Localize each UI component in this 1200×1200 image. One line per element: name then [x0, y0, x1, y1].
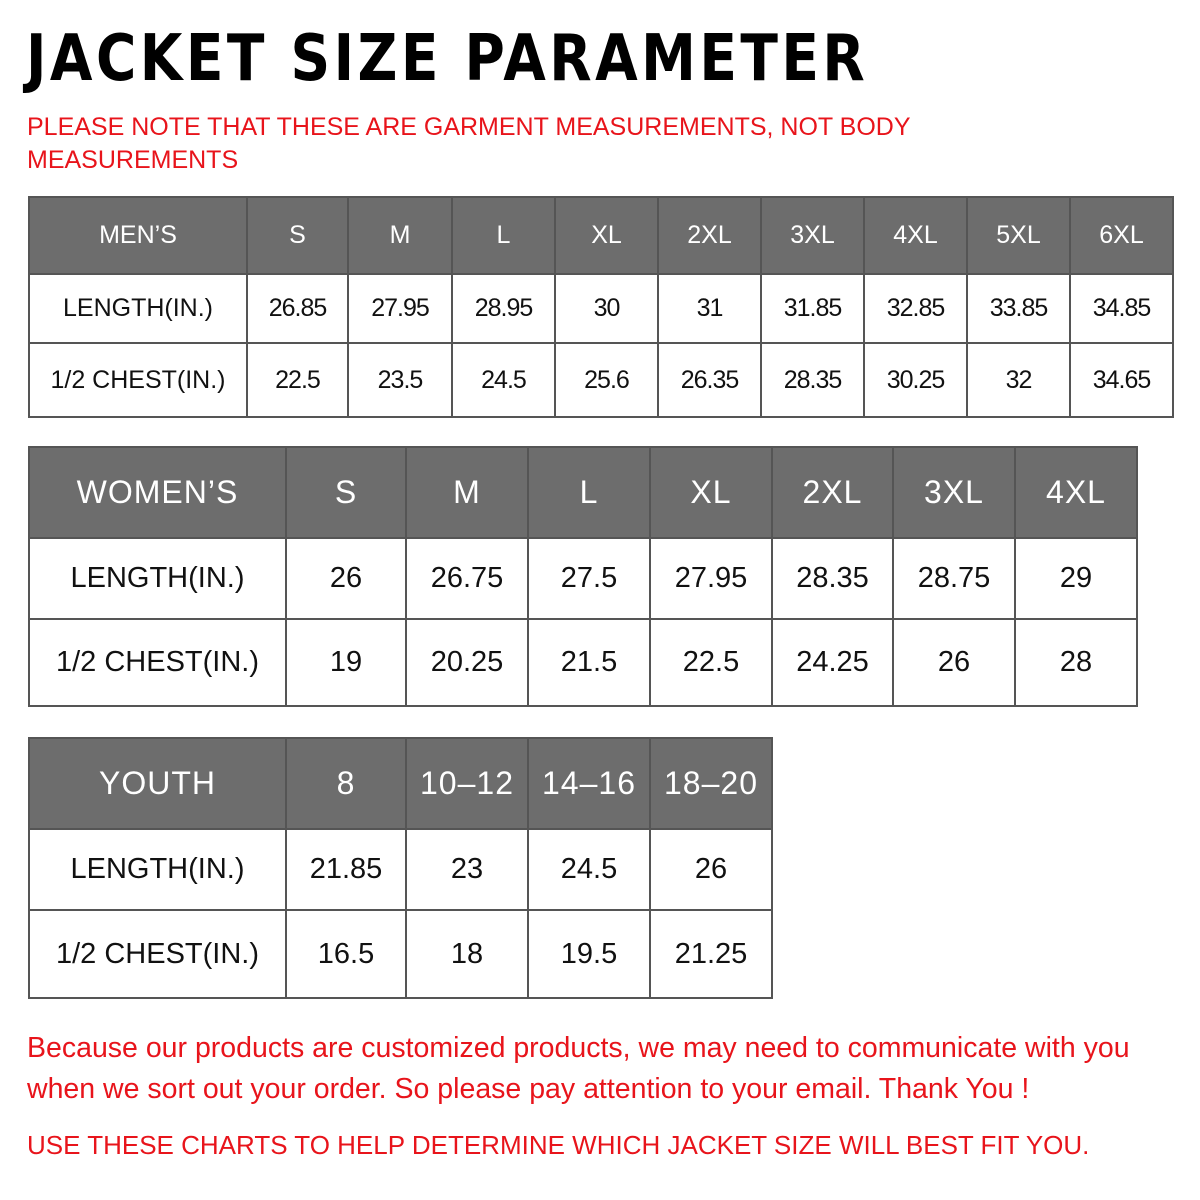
measurement-cell: 34.65	[1071, 344, 1174, 418]
row-label-cell: LENGTH(IN.)	[30, 830, 287, 911]
womens-size-table: WOMEN’S S M L XL 2XL 3XL 4XL LENGTH(IN.) 26 26.75 2…	[28, 446, 1138, 707]
size-header-cell: 8	[287, 739, 407, 830]
measurement-cell: 26	[287, 539, 407, 620]
size-header-cell: 10–12	[407, 739, 529, 830]
table-title-cell: WOMEN’S	[30, 448, 287, 539]
measurement-cell: 23.5	[349, 344, 453, 418]
size-header-cell: 2XL	[773, 448, 894, 539]
measurement-cell: 28.95	[453, 275, 556, 344]
measurement-cell: 25.6	[556, 344, 659, 418]
page-title: JACKET SIZE PARAMETER	[26, 22, 869, 96]
measurement-cell: 26.85	[248, 275, 349, 344]
measurement-cell: 23	[407, 830, 529, 911]
size-header-cell: XL	[556, 198, 659, 275]
measurement-cell: 31.85	[762, 275, 865, 344]
size-help-notice: USE THESE CHARTS TO HELP DETERMINE WHICH…	[27, 1130, 1090, 1160]
measurement-note: PLEASE NOTE THAT THESE ARE GARMENT MEASU…	[27, 113, 911, 174]
size-header-cell: 18–20	[651, 739, 773, 830]
measurement-cell: 16.5	[287, 911, 407, 999]
size-header-cell: 3XL	[894, 448, 1016, 539]
size-header-cell: 2XL	[659, 198, 762, 275]
size-header-cell: 6XL	[1071, 198, 1174, 275]
measurement-cell: 21.5	[529, 620, 651, 707]
row-label-cell: LENGTH(IN.)	[30, 275, 248, 344]
size-header-cell: S	[287, 448, 407, 539]
measurement-cell: 28.75	[894, 539, 1016, 620]
size-header-cell: L	[453, 198, 556, 275]
measurement-cell: 24.5	[529, 830, 651, 911]
measurement-cell: 24.5	[453, 344, 556, 418]
measurement-cell: 27.5	[529, 539, 651, 620]
measurement-cell: 19	[287, 620, 407, 707]
youth-size-table: YOUTH 8 10–12 14–16 18–20 LENGTH(IN.) 21.85 23 2…	[28, 737, 773, 999]
measurement-cell: 28.35	[773, 539, 894, 620]
measurement-cell: 30.25	[865, 344, 968, 418]
measurement-cell: 27.95	[349, 275, 453, 344]
measurement-cell: 26.35	[659, 344, 762, 418]
size-header-cell: S	[248, 198, 349, 275]
measurement-cell: 18	[407, 911, 529, 999]
size-header-cell: 4XL	[1016, 448, 1138, 539]
measurement-cell: 19.5	[529, 911, 651, 999]
size-header-cell: 4XL	[865, 198, 968, 275]
measurement-cell: 34.85	[1071, 275, 1174, 344]
mens-size-table: MEN’S S M L XL 2XL 3XL 4XL 5XL 6XL LENGTH(IN.) 26.8…	[28, 196, 1174, 418]
size-header-cell: XL	[651, 448, 773, 539]
measurement-cell: 22.5	[248, 344, 349, 418]
size-header-cell: M	[349, 198, 453, 275]
measurement-cell: 32	[968, 344, 1071, 418]
measurement-cell: 33.85	[968, 275, 1071, 344]
size-header-cell: 5XL	[968, 198, 1071, 275]
measurement-cell: 26	[651, 830, 773, 911]
measurement-cell: 22.5	[651, 620, 773, 707]
table-title-cell: MEN’S	[30, 198, 248, 275]
measurement-cell: 31	[659, 275, 762, 344]
measurement-cell: 20.25	[407, 620, 529, 707]
size-header-cell: L	[529, 448, 651, 539]
measurement-cell: 26.75	[407, 539, 529, 620]
row-label-cell: 1/2 CHEST(IN.)	[30, 344, 248, 418]
size-header-cell: M	[407, 448, 529, 539]
customization-notice: Because our products are customized prod…	[27, 1032, 1130, 1105]
row-label-cell: 1/2 CHEST(IN.)	[30, 911, 287, 999]
measurement-cell: 28.35	[762, 344, 865, 418]
measurement-cell: 24.25	[773, 620, 894, 707]
size-header-cell: 14–16	[529, 739, 651, 830]
measurement-cell: 28	[1016, 620, 1138, 707]
measurement-cell: 21.25	[651, 911, 773, 999]
row-label-cell: 1/2 CHEST(IN.)	[30, 620, 287, 707]
measurement-cell: 29	[1016, 539, 1138, 620]
size-header-cell: 3XL	[762, 198, 865, 275]
measurement-cell: 21.85	[287, 830, 407, 911]
row-label-cell: LENGTH(IN.)	[30, 539, 287, 620]
measurement-cell: 32.85	[865, 275, 968, 344]
table-title-cell: YOUTH	[30, 739, 287, 830]
measurement-cell: 27.95	[651, 539, 773, 620]
measurement-cell: 26	[894, 620, 1016, 707]
measurement-cell: 30	[556, 275, 659, 344]
